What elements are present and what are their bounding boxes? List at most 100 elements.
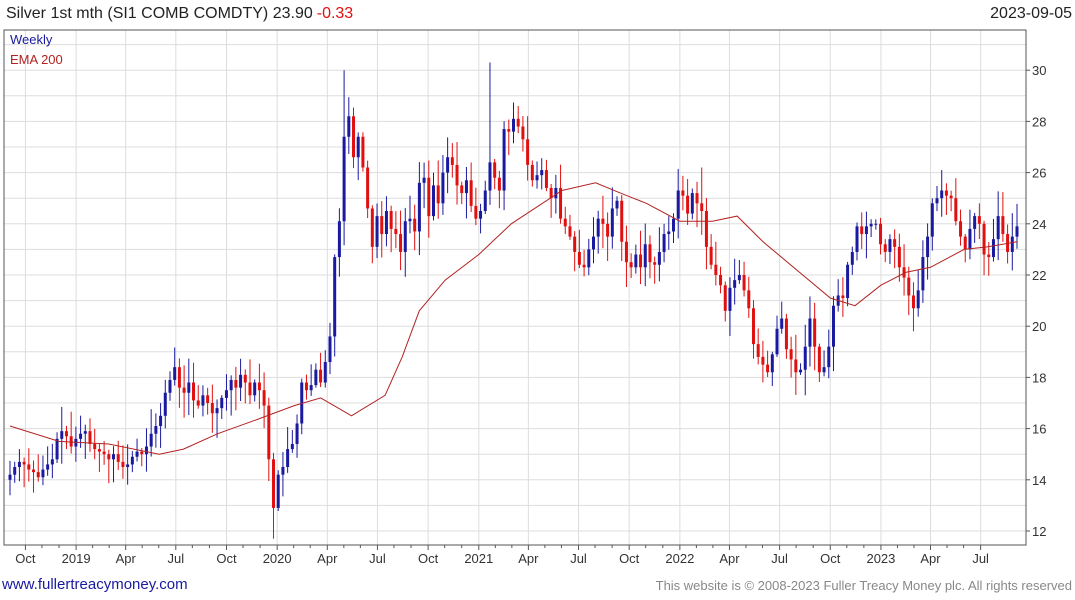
- candle-body: [704, 211, 708, 247]
- candle-body: [460, 185, 464, 194]
- candle-body: [88, 431, 92, 444]
- candle-body: [577, 251, 581, 265]
- candle-body: [516, 118, 520, 127]
- candle-body: [69, 436, 73, 447]
- candle-body: [831, 305, 835, 347]
- candle-body: [879, 223, 883, 245]
- candle-body: [507, 129, 511, 132]
- candle-body: [112, 454, 116, 460]
- candle-body: [799, 369, 803, 373]
- candle-body: [464, 180, 468, 194]
- candle-body: [234, 379, 238, 388]
- legend-weekly: Weekly: [10, 32, 53, 47]
- candle-body: [229, 379, 233, 391]
- site-link[interactable]: www.fullertreacymoney.com: [2, 576, 188, 593]
- candle-body: [319, 369, 323, 383]
- candle-body: [591, 236, 595, 250]
- candle-body: [347, 116, 351, 137]
- candle-body: [526, 139, 530, 165]
- y-tick-label: 12: [1032, 524, 1046, 539]
- candle-body: [634, 254, 638, 268]
- candle-body: [573, 236, 577, 252]
- candle-body: [864, 226, 868, 235]
- candle-body: [686, 195, 690, 214]
- candle-body: [921, 257, 925, 291]
- y-tick-label: 18: [1032, 370, 1046, 385]
- candle-body: [154, 426, 158, 434]
- candle-body: [497, 177, 501, 191]
- candle-body: [681, 190, 685, 196]
- candle-body: [140, 451, 144, 455]
- x-tick-label: 2020: [263, 551, 292, 566]
- candle-body: [747, 290, 751, 309]
- candle-body: [846, 264, 850, 299]
- candle-body: [944, 190, 948, 196]
- candle-body: [267, 405, 271, 460]
- x-tick-label: Jul: [168, 551, 185, 566]
- x-tick-label: Apr: [317, 551, 338, 566]
- candle-body: [27, 464, 31, 470]
- candle-body: [17, 461, 21, 467]
- candle-body: [761, 356, 765, 365]
- candle-body: [323, 362, 327, 383]
- candle-body: [535, 175, 539, 181]
- candle-body: [813, 318, 817, 347]
- candle-body: [1010, 236, 1014, 252]
- candle-body: [714, 264, 718, 275]
- candle-body: [116, 454, 120, 462]
- candle-body: [290, 443, 294, 450]
- candle-body: [719, 275, 723, 286]
- candle-body: [281, 467, 285, 475]
- candle-body: [987, 254, 991, 258]
- candle-body: [309, 385, 313, 391]
- candle-body: [389, 211, 393, 229]
- candle-body: [375, 216, 379, 247]
- candle-body: [784, 318, 788, 350]
- x-tick-label: Jul: [771, 551, 788, 566]
- price-change: -0.33: [316, 5, 354, 22]
- candle-body: [201, 395, 205, 406]
- candle-body: [789, 349, 793, 360]
- candle-body: [304, 382, 308, 391]
- candle-body: [163, 392, 167, 416]
- candle-body: [869, 223, 873, 227]
- candle-body: [653, 262, 657, 265]
- candle-body: [940, 190, 944, 199]
- candle-body: [676, 190, 680, 219]
- candle-body: [97, 449, 101, 452]
- candle-body: [916, 290, 920, 309]
- candle-body: [168, 379, 172, 393]
- candle-body: [563, 218, 567, 227]
- candle-body: [822, 367, 826, 373]
- candle-body: [671, 218, 675, 232]
- candle-body: [794, 359, 798, 373]
- candle-body: [60, 431, 64, 439]
- candle-body: [314, 369, 318, 386]
- candle-body: [751, 308, 755, 345]
- candle-body: [902, 267, 906, 278]
- candle-body: [544, 170, 548, 188]
- candle-body: [512, 118, 515, 132]
- candle-body: [102, 451, 106, 455]
- candle-body: [262, 390, 266, 406]
- candle-body: [841, 295, 845, 299]
- candle-body: [775, 328, 779, 355]
- candle-body: [257, 382, 261, 391]
- candle-body: [559, 187, 563, 219]
- candle-body: [342, 136, 346, 222]
- candle-body: [803, 346, 807, 370]
- candle-body: [568, 226, 572, 237]
- candle-body: [991, 239, 995, 258]
- candle-body: [206, 395, 210, 403]
- legend-ema: EMA 200: [10, 52, 63, 67]
- candle-body: [596, 218, 600, 237]
- candle-body: [248, 382, 252, 396]
- candle-body: [13, 467, 17, 475]
- candle-body: [954, 198, 958, 222]
- candle-body: [737, 275, 741, 281]
- candle-body: [432, 185, 436, 217]
- candlestick-series: [8, 62, 1019, 539]
- candle-body: [963, 236, 967, 250]
- candle-body: [723, 285, 727, 311]
